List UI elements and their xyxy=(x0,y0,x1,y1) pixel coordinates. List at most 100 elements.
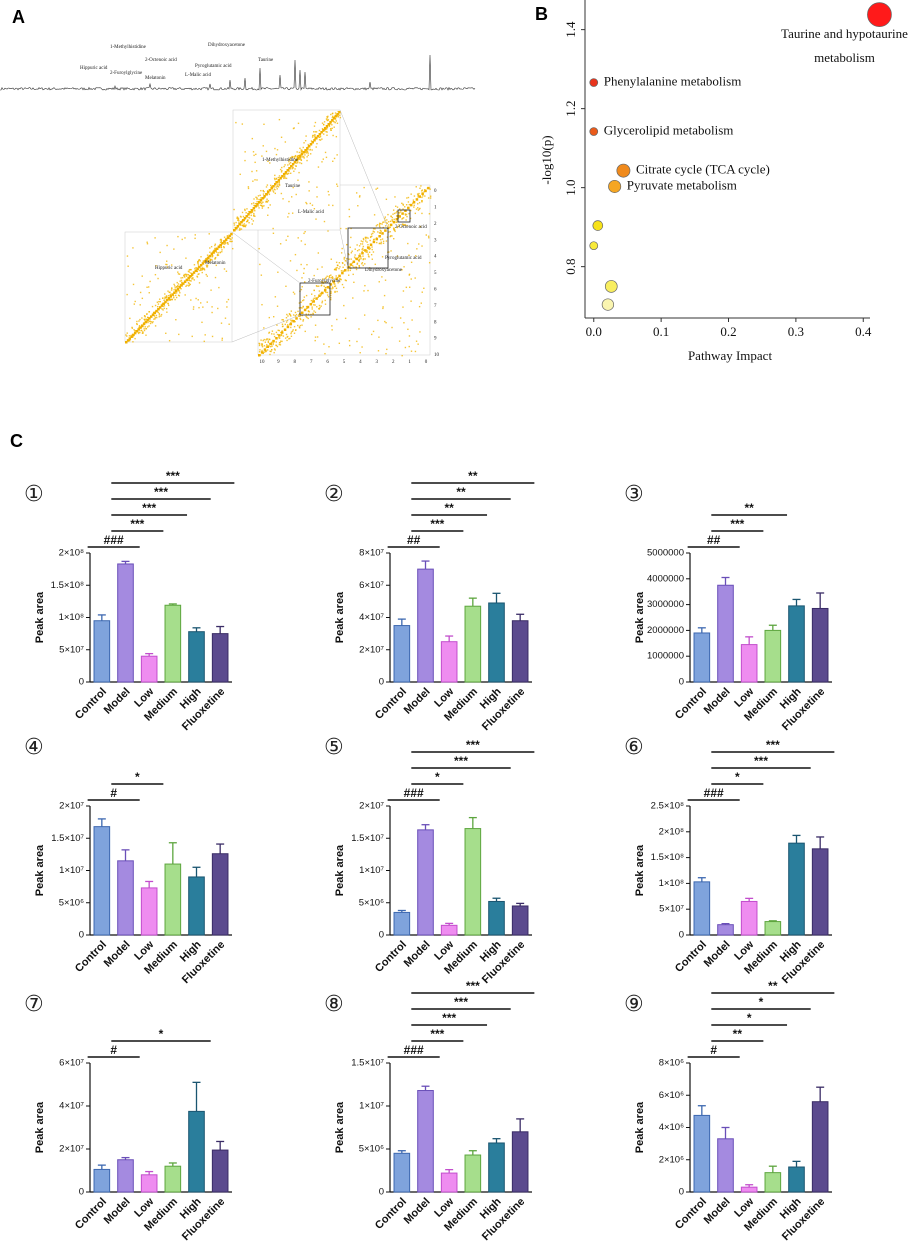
map-diag xyxy=(320,131,323,134)
map-dot xyxy=(261,303,263,306)
map-diag xyxy=(157,308,160,311)
map-diag xyxy=(334,115,338,118)
map-dot xyxy=(144,316,146,318)
bar xyxy=(117,860,134,936)
map-dot xyxy=(413,206,415,208)
map-dot xyxy=(191,278,193,280)
map-dot xyxy=(324,303,327,305)
map-dot xyxy=(198,282,201,284)
map-dot xyxy=(248,217,251,219)
map-dot xyxy=(278,343,281,346)
map-dot xyxy=(372,228,375,230)
map-dot xyxy=(354,254,356,256)
map-diag xyxy=(381,232,384,235)
map-dot xyxy=(419,187,421,189)
map-dot xyxy=(226,242,229,244)
map-dot xyxy=(331,325,333,327)
map-dot xyxy=(138,331,140,333)
map-dot xyxy=(358,245,361,247)
map-dot xyxy=(144,319,146,321)
map-dot xyxy=(418,305,421,308)
map-dot xyxy=(284,164,286,166)
map-dot xyxy=(181,281,183,283)
map-dot xyxy=(293,127,295,129)
map-dot xyxy=(187,273,190,276)
map-dot xyxy=(343,256,346,259)
map-dot xyxy=(261,207,264,209)
map-tick-label: 9 xyxy=(277,360,280,365)
map-dot xyxy=(207,255,210,258)
map-dot xyxy=(258,207,260,209)
map-diag xyxy=(240,221,243,224)
map-dot xyxy=(354,248,356,250)
map-dot xyxy=(230,238,232,241)
map-dot xyxy=(338,262,341,264)
map-dot xyxy=(154,304,157,307)
map-diag xyxy=(398,215,401,218)
map-dot xyxy=(248,216,250,219)
map-dot xyxy=(187,282,190,284)
map-diag xyxy=(158,306,162,309)
map-dot xyxy=(287,235,289,238)
map-dot xyxy=(408,254,410,256)
map-dot xyxy=(390,250,392,252)
map-dot xyxy=(371,248,373,251)
map-dot xyxy=(291,167,293,170)
map-dot xyxy=(330,297,332,299)
significance-label: # xyxy=(710,1043,717,1057)
map-dot xyxy=(331,329,333,331)
map-dot xyxy=(322,133,325,135)
map-dot xyxy=(214,258,216,260)
map-dot xyxy=(331,112,334,114)
bar xyxy=(488,602,505,683)
map-dot xyxy=(293,170,295,172)
map-dot xyxy=(157,277,159,280)
map-dot xyxy=(214,247,216,250)
map-dot xyxy=(399,317,402,319)
map-dot xyxy=(250,203,253,205)
map-dot xyxy=(301,156,304,158)
map-dot xyxy=(337,115,339,117)
map-dot xyxy=(130,334,132,337)
map-dot xyxy=(201,267,204,270)
map-dot xyxy=(220,240,223,243)
map-dot xyxy=(244,151,246,153)
map-dot xyxy=(385,321,387,324)
map-dot xyxy=(280,171,283,173)
map-dot xyxy=(267,160,269,162)
map-dot xyxy=(223,245,225,248)
map-dot xyxy=(230,240,232,243)
map-dot xyxy=(296,151,298,153)
bar xyxy=(511,1131,529,1193)
map-dot xyxy=(408,203,411,206)
map-dot xyxy=(310,299,313,302)
map-dot xyxy=(393,229,396,231)
map-dot xyxy=(282,198,284,200)
map-diag xyxy=(176,287,180,291)
map-dot xyxy=(201,321,203,324)
map-diag xyxy=(203,260,206,263)
map-dot xyxy=(320,294,322,296)
map-dot xyxy=(339,116,342,119)
map-dot xyxy=(306,202,308,205)
map-dot xyxy=(343,258,345,260)
bar xyxy=(417,829,434,936)
map-dot xyxy=(314,135,316,137)
map-dot xyxy=(126,335,128,337)
map-dot xyxy=(408,274,410,276)
map-dot xyxy=(210,245,213,248)
map-diag xyxy=(291,163,295,166)
map-label: Melatonin xyxy=(205,261,226,266)
map-dot xyxy=(341,247,343,250)
map-dot xyxy=(261,349,263,352)
map-dot xyxy=(407,328,409,331)
map-dot xyxy=(235,221,237,224)
map-dot xyxy=(260,197,262,199)
y-axis-label: Peak area xyxy=(334,591,346,643)
map-diag xyxy=(304,149,307,152)
map-dot xyxy=(326,131,328,133)
map-dot xyxy=(367,237,369,239)
map-dot xyxy=(180,277,182,279)
map-dot xyxy=(378,336,380,338)
map-dot xyxy=(381,238,384,240)
